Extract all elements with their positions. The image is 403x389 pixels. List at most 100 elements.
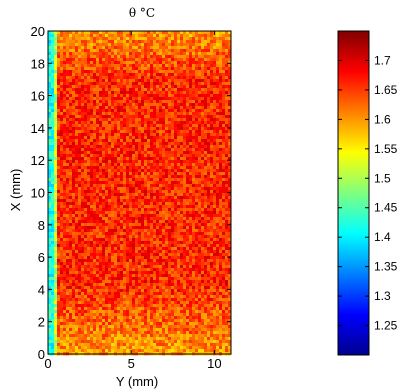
heatmap-cell	[105, 223, 109, 227]
heatmap-cell	[138, 238, 142, 242]
heatmap-cell	[219, 64, 223, 68]
heatmap-cell	[180, 49, 184, 53]
heatmap-cell	[117, 169, 121, 173]
heatmap-cell	[135, 64, 139, 68]
heatmap-cell	[72, 184, 76, 188]
heatmap-cell	[222, 109, 226, 113]
heatmap-cell	[177, 109, 181, 113]
heatmap-cell	[138, 97, 142, 101]
heatmap-cell	[63, 187, 67, 191]
heatmap-cell	[141, 115, 145, 119]
heatmap-cell	[102, 40, 106, 44]
heatmap-cell	[216, 205, 220, 209]
heatmap-cell	[54, 40, 58, 44]
heatmap-cell	[207, 127, 211, 131]
heatmap-cell	[48, 241, 52, 245]
heatmap-cell	[141, 133, 145, 137]
heatmap-cell	[75, 220, 79, 224]
heatmap-cell	[183, 169, 187, 173]
heatmap-cell	[159, 163, 163, 167]
heatmap-cell	[93, 31, 97, 35]
heatmap-cell	[162, 79, 166, 83]
heatmap-cell	[213, 205, 217, 209]
heatmap-cell	[150, 118, 154, 122]
heatmap-cell	[132, 136, 136, 140]
heatmap-cell	[75, 43, 79, 47]
heatmap-cell	[90, 109, 94, 113]
heatmap-cell	[123, 55, 127, 59]
heatmap-cell	[204, 241, 208, 245]
heatmap-cell	[81, 256, 85, 260]
heatmap-cell	[159, 244, 163, 248]
heatmap-cell	[198, 121, 202, 125]
heatmap-cell	[153, 259, 157, 263]
heatmap-cell	[174, 208, 178, 212]
heatmap-cell	[141, 268, 145, 272]
heatmap-cell	[177, 187, 181, 191]
heatmap-cell	[78, 169, 82, 173]
heatmap-cell	[174, 109, 178, 113]
heatmap-cell	[99, 274, 103, 278]
heatmap-cell	[111, 187, 115, 191]
heatmap-cell	[51, 151, 55, 155]
heatmap-cell	[60, 61, 64, 65]
heatmap-cell	[69, 139, 73, 143]
heatmap-cell	[135, 256, 139, 260]
heatmap-cell	[129, 139, 133, 143]
heatmap-cell	[165, 241, 169, 245]
heatmap-cell	[102, 136, 106, 140]
heatmap-cell	[48, 70, 52, 74]
heatmap-cell	[183, 112, 187, 116]
heatmap-cell	[174, 220, 178, 224]
heatmap-cell	[57, 133, 61, 137]
heatmap-cell	[51, 154, 55, 158]
heatmap-cell	[87, 142, 91, 146]
heatmap-cell	[120, 112, 124, 116]
heatmap-cell	[129, 130, 133, 134]
heatmap-cell	[75, 55, 79, 59]
heatmap-cell	[150, 184, 154, 188]
heatmap-cell	[177, 157, 181, 161]
heatmap-cell	[207, 103, 211, 107]
heatmap-cell	[216, 250, 220, 254]
heatmap-cell	[204, 193, 208, 197]
heatmap-cell	[87, 187, 91, 191]
heatmap-cell	[81, 34, 85, 38]
heatmap-cell	[204, 208, 208, 212]
heatmap-cell	[87, 130, 91, 134]
heatmap-cell	[51, 109, 55, 113]
heatmap-cell	[213, 229, 217, 233]
heatmap-cell	[51, 160, 55, 164]
heatmap-cell	[174, 103, 178, 107]
heatmap-cell	[54, 133, 58, 137]
heatmap-cell	[228, 154, 232, 158]
heatmap-cell	[51, 61, 55, 65]
heatmap-cell	[117, 94, 121, 98]
heatmap-cell	[156, 76, 160, 80]
heatmap-cell	[54, 79, 58, 83]
heatmap-cell	[57, 220, 61, 224]
heatmap-cell	[180, 232, 184, 236]
heatmap-cell	[210, 214, 214, 218]
heatmap-cell	[162, 208, 166, 212]
heatmap-cell	[162, 187, 166, 191]
heatmap-cell	[90, 46, 94, 50]
heatmap-cell	[114, 160, 118, 164]
heatmap-cell	[183, 184, 187, 188]
heatmap-cell	[102, 124, 106, 128]
heatmap-cell	[126, 148, 130, 152]
heatmap-cell	[114, 220, 118, 224]
heatmap-cell	[147, 121, 151, 125]
heatmap-cell	[120, 94, 124, 98]
heatmap-cell	[93, 100, 97, 104]
heatmap-cell	[87, 124, 91, 128]
heatmap-cell	[225, 244, 229, 248]
heatmap-cell	[159, 184, 163, 188]
heatmap-cell	[129, 160, 133, 164]
heatmap-cell	[108, 193, 112, 197]
heatmap-cell	[120, 115, 124, 119]
heatmap-cell	[96, 115, 100, 119]
heatmap-cell	[69, 157, 73, 161]
heatmap-cell	[87, 163, 91, 167]
heatmap-cell	[207, 142, 211, 146]
